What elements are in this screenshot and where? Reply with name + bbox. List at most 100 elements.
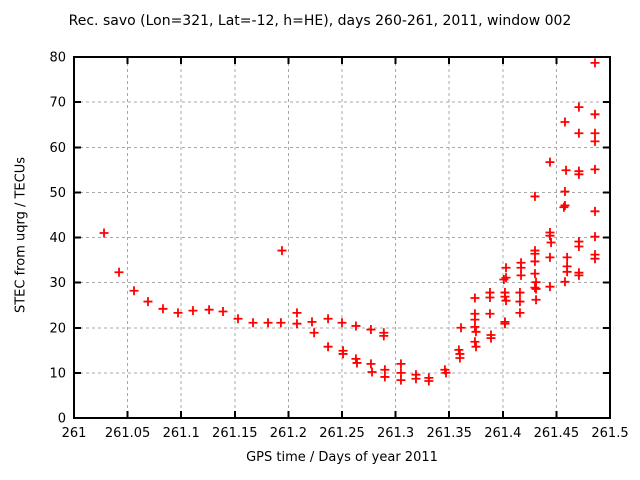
data-point bbox=[485, 309, 495, 319]
data-point bbox=[515, 297, 525, 307]
x-axis-label: GPS time / Days of year 2011 bbox=[246, 450, 438, 465]
data-point bbox=[501, 263, 511, 273]
data-point bbox=[456, 323, 466, 333]
data-point bbox=[531, 284, 541, 294]
data-point bbox=[379, 331, 389, 341]
data-point bbox=[338, 349, 348, 359]
data-point bbox=[501, 273, 511, 283]
data-point bbox=[309, 328, 319, 338]
x-tick-label: 261.5 bbox=[591, 426, 628, 441]
data-point bbox=[471, 342, 481, 352]
data-point bbox=[143, 297, 153, 307]
data-point bbox=[471, 327, 481, 337]
x-tick-label: 261.2 bbox=[270, 426, 307, 441]
y-tick-label: 30 bbox=[49, 276, 66, 291]
data-point bbox=[114, 267, 124, 277]
x-tick-label: 261.1 bbox=[163, 426, 200, 441]
data-point bbox=[380, 372, 390, 382]
data-point bbox=[486, 333, 496, 343]
y-tick-label: 50 bbox=[49, 186, 66, 201]
data-point bbox=[590, 254, 600, 264]
x-tick-label: 261.15 bbox=[212, 426, 258, 441]
data-point bbox=[574, 128, 584, 138]
y-tick-label: 0 bbox=[58, 412, 66, 427]
data-point bbox=[173, 308, 183, 318]
data-point bbox=[470, 337, 480, 347]
data-point bbox=[233, 314, 243, 324]
data-point bbox=[337, 318, 347, 328]
data-point bbox=[562, 267, 572, 277]
x-tick-label: 261.35 bbox=[426, 426, 472, 441]
data-point bbox=[470, 293, 480, 303]
data-point bbox=[188, 306, 198, 316]
data-point bbox=[263, 318, 273, 328]
data-point bbox=[590, 206, 600, 216]
data-point bbox=[545, 252, 555, 262]
x-tick-label: 261.25 bbox=[319, 426, 365, 441]
data-point bbox=[158, 304, 168, 314]
data-point bbox=[590, 232, 600, 242]
x-tick-label: 261.05 bbox=[105, 426, 151, 441]
data-point bbox=[323, 342, 333, 352]
data-point bbox=[323, 314, 333, 324]
data-point bbox=[531, 295, 541, 305]
data-point bbox=[396, 359, 406, 369]
data-point bbox=[351, 354, 361, 364]
data-point bbox=[545, 157, 555, 167]
data-point bbox=[530, 191, 540, 201]
x-tick-label: 261 bbox=[62, 426, 87, 441]
data-point bbox=[574, 102, 584, 112]
data-point bbox=[204, 305, 214, 315]
data-point bbox=[307, 317, 317, 327]
y-tick-label: 40 bbox=[49, 231, 66, 246]
data-point bbox=[560, 277, 570, 287]
data-point bbox=[454, 345, 464, 355]
data-point bbox=[530, 269, 540, 279]
data-point bbox=[530, 249, 540, 259]
data-point bbox=[292, 319, 302, 329]
data-point bbox=[367, 367, 377, 377]
data-point bbox=[501, 296, 511, 306]
data-point bbox=[545, 231, 555, 241]
data-point bbox=[590, 58, 600, 68]
data-point bbox=[561, 165, 571, 175]
data-point bbox=[424, 376, 434, 386]
data-point bbox=[545, 282, 555, 292]
y-tick-label: 80 bbox=[49, 51, 66, 66]
data-point bbox=[470, 322, 480, 332]
data-point bbox=[574, 169, 584, 179]
data-point bbox=[530, 283, 540, 293]
data-point bbox=[352, 358, 362, 368]
data-point bbox=[590, 109, 600, 119]
data-point bbox=[248, 318, 258, 328]
data-point bbox=[516, 270, 526, 280]
data-point bbox=[560, 186, 570, 196]
x-tick-label: 261.4 bbox=[484, 426, 521, 441]
y-axis-label: STEC from uqrg / TECUs bbox=[13, 156, 29, 314]
data-point bbox=[411, 374, 421, 384]
data-point bbox=[99, 228, 109, 238]
data-point bbox=[546, 237, 556, 247]
data-point bbox=[276, 318, 286, 328]
data-point bbox=[515, 308, 525, 318]
data-point bbox=[515, 288, 525, 298]
data-point bbox=[574, 270, 584, 280]
data-point bbox=[530, 256, 540, 266]
x-tick-label: 261.3 bbox=[377, 426, 414, 441]
data-point bbox=[455, 353, 465, 363]
data-point bbox=[485, 293, 495, 303]
data-point bbox=[351, 321, 361, 331]
data-point bbox=[516, 263, 526, 273]
data-point bbox=[574, 242, 584, 252]
data-point bbox=[277, 246, 287, 256]
data-point bbox=[559, 202, 569, 212]
y-tick-label: 20 bbox=[49, 321, 66, 336]
data-point bbox=[590, 136, 600, 146]
data-point bbox=[396, 375, 406, 385]
data-point bbox=[500, 319, 510, 329]
data-point bbox=[441, 368, 451, 378]
y-tick-label: 60 bbox=[49, 141, 66, 156]
x-tick-label: 261.45 bbox=[534, 426, 580, 441]
